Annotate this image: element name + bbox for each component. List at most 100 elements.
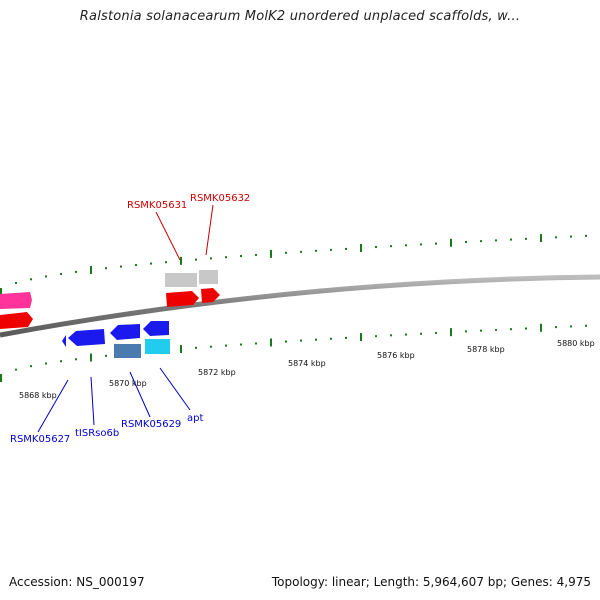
upper-scale-tick bbox=[480, 240, 482, 243]
upper-scale-tick bbox=[375, 246, 377, 249]
gene-rsmk05627[interactable] bbox=[62, 335, 66, 347]
tick-label-5874: 5874 kbp bbox=[288, 359, 326, 368]
upper-scale-tick bbox=[45, 275, 47, 278]
upper-scale-tick bbox=[210, 257, 212, 260]
leader-apt bbox=[159, 367, 191, 411]
gene-rsmk05629-arrow[interactable] bbox=[110, 324, 140, 340]
label-rsmk05632[interactable]: RSMK05632 bbox=[190, 193, 250, 204]
leader-rsmk05627 bbox=[37, 379, 69, 433]
gene-rsmk05631[interactable] bbox=[166, 291, 199, 307]
lower-scale-tick bbox=[240, 343, 242, 346]
lower-scale-tick bbox=[30, 365, 32, 368]
lower-scale-tick bbox=[225, 344, 227, 347]
lower-scale-tick bbox=[180, 345, 182, 354]
leader-tisrso6b bbox=[90, 376, 95, 426]
gene-rsmk05632[interactable] bbox=[201, 288, 220, 303]
lower-scale-tick bbox=[195, 346, 197, 349]
leader-rsmk05632 bbox=[205, 204, 214, 256]
upper-scale-tick bbox=[360, 243, 362, 252]
upper-scale-tick bbox=[540, 234, 542, 243]
upper-scale-tick bbox=[180, 256, 182, 265]
tick-label-5876: 5876 kbp bbox=[377, 351, 415, 360]
label-rsmk05631[interactable]: RSMK05631 bbox=[127, 200, 187, 211]
gene-tisrso6b[interactable] bbox=[68, 329, 105, 346]
upper-scale-tick bbox=[15, 282, 17, 285]
upper-scale-tick bbox=[525, 237, 527, 240]
upper-scale-tick bbox=[90, 265, 92, 274]
label-rsmk05629[interactable]: RSMK05629 bbox=[121, 419, 181, 430]
gene-rsmk05631-gray[interactable] bbox=[165, 273, 197, 287]
upper-scale-tick bbox=[570, 235, 572, 238]
accession-text: Accession: NS_000197 bbox=[9, 575, 145, 589]
lower-scale-tick bbox=[330, 337, 332, 340]
lower-scale-tick bbox=[555, 326, 557, 329]
tick-label-5878: 5878 kbp bbox=[467, 345, 505, 354]
upper-scale-tick bbox=[165, 261, 167, 264]
gene-rsmk05632-gray[interactable] bbox=[199, 270, 218, 284]
upper-scale-tick bbox=[435, 242, 437, 245]
lower-scale-tick bbox=[405, 333, 407, 336]
tick-label-5880: 5880 kbp bbox=[557, 339, 595, 348]
label-apt[interactable]: apt bbox=[187, 413, 203, 424]
lower-scale-tick bbox=[420, 332, 422, 335]
lower-scale-tick bbox=[450, 328, 452, 337]
upper-scale-tick bbox=[555, 236, 557, 239]
upper-scale-tick bbox=[450, 238, 452, 247]
upper-scale-track bbox=[0, 234, 587, 296]
upper-scale-tick bbox=[465, 240, 467, 243]
lower-scale-tick bbox=[390, 334, 392, 337]
lower-scale-tick bbox=[270, 338, 272, 347]
lower-scale-tick bbox=[105, 354, 107, 357]
lower-scale-tick bbox=[570, 325, 572, 328]
scale-labels: 5868 kbp 5870 kbp 5872 kbp 5874 kbp 5876… bbox=[19, 339, 595, 400]
upper-scale-tick bbox=[270, 249, 272, 258]
chromosome-backbone bbox=[0, 274, 600, 338]
upper-scale-tick bbox=[510, 238, 512, 241]
lower-scale-tick bbox=[0, 374, 2, 382]
upper-scale-tick bbox=[495, 239, 497, 242]
upper-scale-tick bbox=[255, 253, 257, 256]
lower-scale-tick bbox=[90, 353, 92, 362]
gene-rsmk05629-box[interactable] bbox=[114, 344, 141, 358]
gene-apt-arrow[interactable] bbox=[143, 321, 169, 336]
upper-scale-tick bbox=[60, 273, 62, 276]
upper-scale-tick bbox=[240, 255, 242, 258]
lower-scale-tick bbox=[315, 338, 317, 341]
lower-scale-tick bbox=[435, 331, 437, 334]
tick-label-5870: 5870 kbp bbox=[109, 379, 147, 388]
label-tisrso6b[interactable]: tISRso6b bbox=[75, 428, 119, 439]
lower-scale-tick bbox=[45, 362, 47, 365]
label-rsmk05627[interactable]: RSMK05627 bbox=[10, 434, 70, 445]
forward-gene-track bbox=[0, 270, 220, 329]
gene-pink-forward[interactable] bbox=[0, 292, 32, 309]
lower-scale-tick bbox=[585, 324, 587, 327]
label-leaders bbox=[37, 204, 214, 433]
lower-scale-tick bbox=[75, 358, 77, 361]
lower-scale-tick bbox=[60, 360, 62, 363]
upper-scale-tick bbox=[285, 251, 287, 254]
lower-scale-tick bbox=[510, 328, 512, 331]
leader-rsmk05631 bbox=[155, 211, 181, 261]
lower-scale-tick bbox=[525, 327, 527, 330]
gene-red-forward-left[interactable] bbox=[0, 312, 33, 329]
lower-scale-tick bbox=[255, 342, 257, 345]
tick-label-5868: 5868 kbp bbox=[19, 391, 57, 400]
upper-scale-tick bbox=[135, 264, 137, 267]
page-title: Ralstonia solanacearum MolK2 unordered u… bbox=[79, 9, 521, 24]
upper-scale-tick bbox=[75, 270, 77, 273]
upper-scale-tick bbox=[390, 245, 392, 248]
lower-scale-tick bbox=[210, 345, 212, 348]
upper-scale-tick bbox=[585, 234, 587, 237]
upper-scale-tick bbox=[405, 244, 407, 247]
lower-scale-tick bbox=[360, 333, 362, 342]
tick-label-5872: 5872 kbp bbox=[198, 368, 236, 377]
genome-stats-text: Topology: linear; Length: 5,964,607 bp; … bbox=[271, 575, 591, 589]
upper-scale-tick bbox=[300, 250, 302, 253]
gene-apt-box[interactable] bbox=[145, 339, 170, 354]
upper-scale-tick bbox=[225, 256, 227, 259]
upper-scale-tick bbox=[345, 247, 347, 250]
upper-scale-tick bbox=[30, 278, 32, 281]
lower-scale-tick bbox=[345, 336, 347, 339]
lower-scale-tick bbox=[285, 340, 287, 343]
